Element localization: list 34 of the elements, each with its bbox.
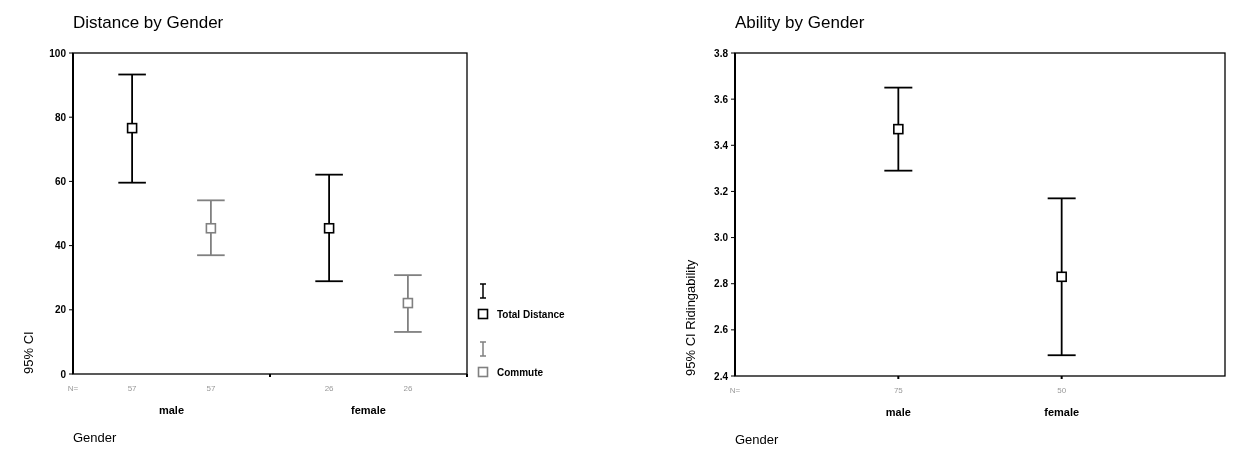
x-tick-label: male xyxy=(885,406,911,418)
y-tick-label: 3.4 xyxy=(714,139,729,151)
text: 57 xyxy=(127,384,138,393)
y-tick-label: 20 xyxy=(54,304,67,316)
text: 26 xyxy=(324,384,335,393)
y-tick-label: 60 xyxy=(54,175,67,187)
y-tick-label: 100 xyxy=(49,47,67,59)
legend-label: Total Distance xyxy=(497,308,566,320)
text: N= xyxy=(67,384,79,393)
text: 75 xyxy=(893,386,904,395)
y-tick-label: 3.0 xyxy=(714,232,729,244)
text: 50 xyxy=(1057,386,1067,395)
x-axis-title: Gender xyxy=(735,432,780,447)
y-tick-label: 3.2 xyxy=(714,185,729,197)
y-tick-label: 2.6 xyxy=(714,324,729,336)
text: 57 xyxy=(206,384,216,393)
x-axis-title: Gender xyxy=(73,430,118,445)
x-tick-label: male xyxy=(158,404,185,416)
x-tick-label: female xyxy=(351,404,386,416)
y-tick-label: 80 xyxy=(54,111,67,123)
y-tick-label: 3.8 xyxy=(714,47,729,59)
y-tick-label: 40 xyxy=(54,240,67,252)
chart-title: Ability by Gender xyxy=(735,13,865,32)
text: N= xyxy=(729,386,741,395)
text: 26 xyxy=(403,384,413,393)
y-axis-title: 95% CI Ridingability xyxy=(683,259,698,376)
y-tick-label: 2.4 xyxy=(714,370,729,382)
y-tick-label: 2.8 xyxy=(714,278,729,290)
chart-title: Distance by Gender xyxy=(73,13,224,32)
y-tick-label: 0 xyxy=(60,368,67,380)
y-tick-label: 3.6 xyxy=(714,93,729,105)
x-tick-label: female xyxy=(1044,406,1080,418)
y-axis-title: 95% CI xyxy=(21,331,36,374)
legend-label: Commute xyxy=(497,366,544,378)
